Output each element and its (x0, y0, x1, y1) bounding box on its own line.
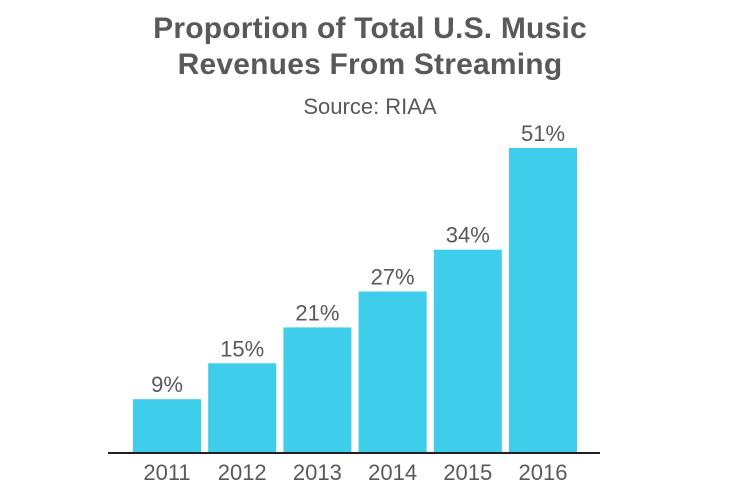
data-label-2014: 27% (371, 265, 415, 290)
x-tick-label-2014: 2014 (368, 460, 417, 485)
x-tick-label-2013: 2013 (293, 460, 342, 485)
bar-2014 (358, 291, 427, 453)
data-label-2012: 15% (220, 336, 264, 361)
data-label-2011: 9% (151, 372, 183, 397)
data-label-2015: 34% (446, 223, 490, 248)
bar-2016 (509, 148, 577, 453)
chart-title-line-1: Proportion of Total U.S. Music (153, 12, 587, 45)
chart-subtitle: Source: RIAA (303, 94, 437, 119)
bar-2012 (208, 363, 277, 453)
chart-title-line-2: Revenues From Streaming (177, 48, 563, 81)
bar-2013 (283, 327, 352, 453)
bar-2015 (433, 249, 502, 453)
data-label-2013: 21% (295, 300, 339, 325)
x-tick-label-2015: 2015 (443, 460, 492, 485)
x-tick-label-2012: 2012 (218, 460, 267, 485)
x-tick-label-2011: 2011 (143, 460, 190, 485)
data-label-2016: 51% (521, 121, 565, 146)
bar-2011 (133, 399, 201, 453)
x-tick-label-2016: 2016 (519, 460, 568, 485)
